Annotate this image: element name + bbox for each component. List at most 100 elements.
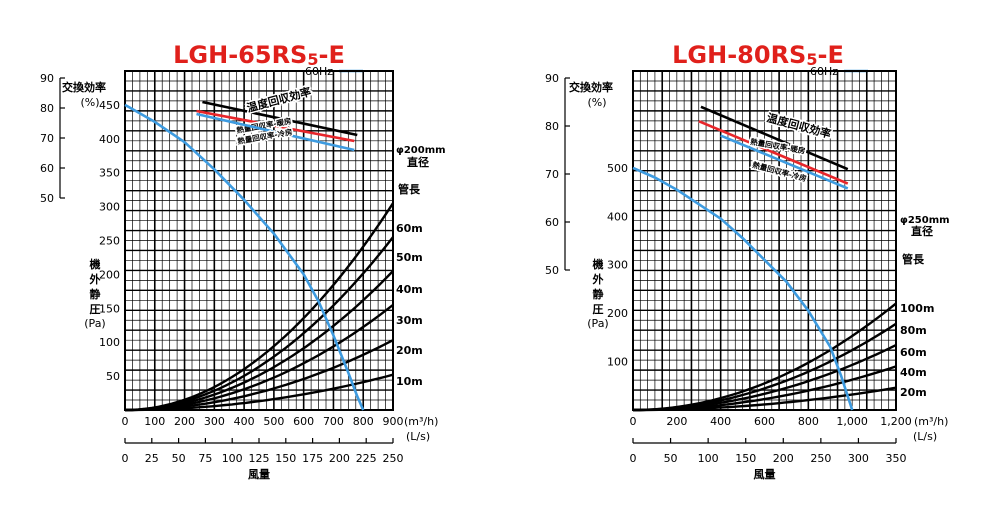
fan-curve: [632, 166, 854, 411]
duct-curve-label: 100m: [900, 302, 934, 315]
x-axis-label: 風量: [248, 468, 270, 481]
duct-diameter-title: 直径: [911, 224, 933, 238]
pressure-tick-label: 100: [99, 336, 120, 349]
x2-tick-label: 250: [810, 452, 831, 465]
efficiency-tick-label: 60: [545, 216, 559, 229]
duct-curve: [633, 386, 897, 412]
efficiency-line: [196, 112, 355, 152]
pressure-tick-label: 300: [607, 259, 628, 272]
x-axis-label: 風量: [754, 468, 776, 481]
efficiency-tick-label: 70: [545, 168, 559, 181]
efficiency-line: [202, 100, 358, 137]
x-tick-label: 500: [263, 415, 284, 428]
pressure-tick-label: 200: [99, 268, 120, 281]
x-tick-label: 400: [234, 415, 255, 428]
x2-axis-unit: (L/s): [913, 430, 937, 443]
pressure-axis-label-char: 機: [90, 257, 101, 271]
x2-tick-label: 0: [122, 452, 129, 465]
x-tick-label: 800: [353, 415, 374, 428]
x-tick-label: 600: [754, 415, 775, 428]
duct-curve-label: 60m: [900, 346, 927, 359]
efficiency-tick-label: 90: [40, 72, 54, 85]
x2-tick-label: 150: [735, 452, 756, 465]
duct-length-title: 管長: [398, 182, 421, 196]
x-tick-label: 300: [204, 415, 225, 428]
pressure-tick-label: 150: [99, 302, 120, 315]
duct-diameter-value: φ250mm: [900, 215, 950, 226]
pressure-tick-label: 400: [99, 133, 120, 146]
duct-diameter-value: φ200mm: [396, 145, 446, 156]
x2-tick-label: 75: [198, 452, 212, 465]
x2-axis-unit: (L/s): [406, 430, 430, 443]
duct-curve-label: 20m: [396, 344, 423, 357]
pressure-axis-label-char: 圧: [90, 303, 101, 316]
efficiency-line: [700, 105, 849, 171]
duct-curve: [125, 373, 394, 412]
pressure-tick-label: 400: [607, 210, 628, 223]
pressure-axis-label-char: 機: [593, 257, 604, 271]
x-tick-label: 200: [174, 415, 195, 428]
plot-frame: [632, 70, 897, 411]
efficiency-tick-label: 70: [40, 132, 54, 145]
x-tick-label: 800: [798, 415, 819, 428]
pressure-tick-label: 100: [607, 356, 628, 369]
chart-panel-lgh-80: LGH-80RS5-E60Hz9080706050交換効率(%)50040030…: [545, 41, 950, 481]
x-tick-label: 100: [144, 415, 165, 428]
pressure-axis-label: 機外静圧: [592, 257, 604, 316]
pressure-axis-unit: (Pa): [84, 317, 105, 330]
duct-curve-label: 20m: [900, 386, 927, 399]
duct-curve-label: 40m: [900, 366, 927, 379]
efficiency-axis-unit: (%): [587, 96, 606, 109]
pressure-axis-label-char: 静: [593, 287, 604, 301]
efficiency-axis-label: 交換効率: [62, 80, 106, 94]
pressure-axis-unit: (Pa): [587, 317, 608, 330]
duct-diameter-title: 直径: [407, 155, 429, 169]
pressure-tick-label: 200: [607, 307, 628, 320]
duct-curve-label: 40m: [396, 283, 423, 296]
x2-tick-label: 350: [886, 452, 907, 465]
x2-tick-label: 100: [698, 452, 719, 465]
x2-tick-label: 100: [222, 452, 243, 465]
pressure-tick-label: 50: [106, 370, 120, 383]
efficiency-tick-label: 60: [40, 162, 54, 175]
x2-tick-label: 225: [356, 452, 377, 465]
pressure-axis-label: 機外静圧: [89, 257, 101, 316]
chart-title: LGH-80RS5-E: [672, 41, 844, 69]
pressure-axis-label-char: 外: [592, 272, 604, 286]
chart-title: LGH-65RS5-E: [173, 41, 345, 69]
pressure-tick-label: 500: [607, 162, 628, 175]
x2-tick-label: 175: [302, 452, 323, 465]
grid: [632, 70, 897, 411]
x-tick-label: 1,000: [836, 415, 868, 428]
x2-tick-label: 50: [172, 452, 186, 465]
x-tick-label: 0: [122, 415, 129, 428]
chart-title-suffix: -E: [318, 41, 344, 69]
duct-curve-label: 80m: [900, 324, 927, 337]
x-tick-label: 400: [710, 415, 731, 428]
efficiency-line: [720, 134, 849, 190]
x2-tick-label: 250: [383, 452, 404, 465]
chart-title-main: LGH-65RS: [173, 41, 307, 69]
x2-tick-label: 125: [249, 452, 270, 465]
x-tick-label: 0: [630, 415, 637, 428]
pressure-tick-label: 450: [99, 99, 120, 112]
efficiency-tick-label: 50: [545, 264, 559, 277]
efficiency-tick-label: 50: [40, 192, 54, 205]
efficiency-axis-label: 交換効率: [569, 80, 613, 94]
x2-tick-label: 300: [848, 452, 869, 465]
x-tick-label: 900: [383, 415, 404, 428]
efficiency-tick-label: 90: [545, 72, 559, 85]
x2-tick-label: 25: [145, 452, 159, 465]
x-tick-label: 200: [666, 415, 687, 428]
chart-title-sub: 5: [307, 50, 318, 69]
duct-curve-label: 10m: [396, 375, 423, 388]
duct-curve-label: 50m: [396, 251, 423, 264]
fan-curve: [124, 103, 365, 411]
x2-tick-label: 50: [664, 452, 678, 465]
x-axis-unit: (m³/h): [914, 415, 948, 428]
x2-tick-label: 0: [630, 452, 637, 465]
duct-curve-label: 60m: [396, 222, 423, 235]
efficiency-tick-label: 80: [40, 102, 54, 115]
